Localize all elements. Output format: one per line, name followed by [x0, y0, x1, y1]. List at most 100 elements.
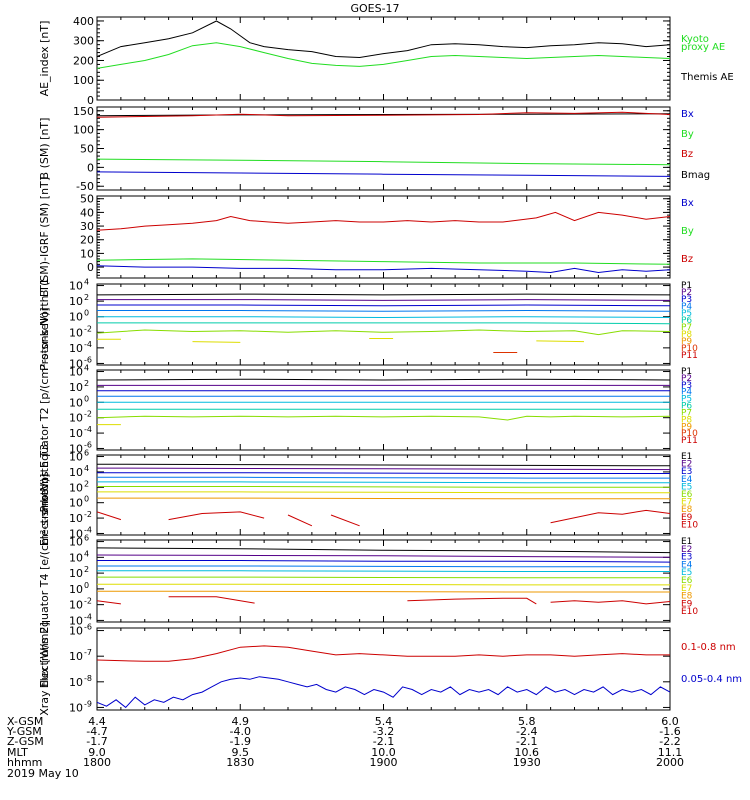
- series-themis-ae: [97, 20, 670, 59]
- x-row-label: Y-GSM: [6, 725, 42, 738]
- x-tick-label: -2.2: [659, 735, 680, 748]
- y-tick-label: 10: [69, 536, 83, 549]
- y-tick-label: 50: [80, 193, 94, 206]
- panel-frame: [96, 627, 671, 711]
- y-tick-label: 10: [69, 396, 83, 409]
- y-tick-label: 300: [73, 35, 94, 48]
- legend-entry: P8: [681, 330, 692, 340]
- y-axis-label: AE_index [nT]: [38, 21, 51, 97]
- y-tick-label: 10: [69, 280, 83, 293]
- series-kyoto-proxy-ae: [97, 42, 670, 69]
- y-tick-label: 10: [69, 295, 83, 308]
- y-tick-label-exponent: -2: [84, 510, 92, 519]
- series-by: [97, 158, 670, 166]
- y-tick-label-exponent: 6: [84, 534, 89, 543]
- y-tick-label-exponent: 6: [84, 449, 89, 458]
- series-0-05-0-4-nm: [97, 676, 670, 709]
- legend-entry: P4: [681, 302, 692, 312]
- y-tick-label: 0: [87, 161, 94, 174]
- series-e9: [287, 514, 313, 527]
- x-tick-label: -4.0: [230, 725, 251, 738]
- legend-entry: Bz: [681, 254, 693, 265]
- y-tick-label-exponent: 0: [84, 309, 89, 318]
- series-e2: [97, 554, 670, 558]
- y-tick-label: 10: [69, 466, 83, 479]
- y-tick-label-exponent: 4: [84, 364, 89, 373]
- legend-entry: P3: [681, 295, 692, 305]
- series-p1: [97, 378, 670, 381]
- y-tick-label-exponent: 2: [84, 293, 89, 302]
- y-axis-label: Electrons North T3: [38, 444, 51, 546]
- legend-entry: E9: [681, 513, 693, 523]
- y-tick-label: 10: [69, 427, 83, 440]
- y-tick-label: 10: [69, 311, 83, 324]
- legend-entry: P2: [681, 288, 692, 298]
- legend-entry: 0.1-0.8 nm: [681, 642, 736, 653]
- series-e3: [97, 472, 670, 474]
- series-p8: [192, 341, 241, 343]
- x-tick-label: 1900: [370, 756, 398, 769]
- legend-entry: P11: [681, 351, 698, 361]
- legend-entry: E6: [681, 490, 693, 500]
- y-tick-label-exponent: -4: [84, 340, 92, 349]
- legend-entry: P5: [681, 309, 692, 319]
- series-e9: [168, 511, 265, 521]
- legend-entry: P9: [681, 337, 692, 347]
- x-tick-label: 5.4: [375, 715, 393, 728]
- legend-entry: P10: [681, 429, 698, 439]
- series-e1: [97, 547, 670, 554]
- y-tick-label-exponent: -6: [84, 623, 92, 632]
- y-tick-label: 10: [69, 583, 83, 596]
- y-tick-label-exponent: 4: [84, 464, 89, 473]
- series-p7: [97, 329, 670, 336]
- panel-frame: [96, 539, 671, 623]
- y-axis-label: Electrons Equator T4 [e/(cm²-s-sr-keV)]: [38, 474, 51, 689]
- y-tick-label-exponent: -2: [84, 597, 92, 606]
- series-p1: [97, 293, 670, 296]
- x-tick-label: 2000: [656, 756, 684, 769]
- y-tick-label-exponent: 4: [84, 549, 89, 558]
- y-axis-label: Protons North T1: [38, 278, 51, 371]
- legend-entry: Themis AE: [680, 72, 734, 83]
- y-tick-label: 0: [87, 261, 94, 274]
- series-e8: [97, 497, 670, 500]
- series-by: [97, 258, 670, 265]
- legend-entry: proxy AE: [681, 42, 725, 53]
- y-tick-label-exponent: -6: [84, 355, 92, 364]
- y-tick-label: 10: [69, 614, 83, 627]
- legend-entry: E1: [681, 452, 692, 462]
- series-p3: [97, 304, 670, 307]
- x-axis-labels: X-GSM 4.4 4.9 5.4 5.8 6.0Y-GSM -4.7 -4.0 -3.2 -2.…: [6, 715, 684, 780]
- x-tick-label: 11.1: [658, 746, 683, 759]
- y-tick-label: 10: [69, 342, 83, 355]
- legend-entry: E10: [681, 520, 698, 530]
- panel-frame: [96, 369, 671, 451]
- x-row-label: Z-GSM: [7, 735, 44, 748]
- y-tick-label-exponent: -4: [84, 425, 92, 434]
- y-tick-label: 10: [69, 527, 83, 540]
- panel-frame: [96, 454, 671, 536]
- x-tick-label: -1.7: [86, 735, 107, 748]
- panel-frame: [96, 16, 671, 101]
- y-tick-label-exponent: -4: [84, 525, 92, 534]
- legend-entry: P2: [681, 374, 692, 384]
- series-e6: [97, 576, 670, 579]
- y-tick-label: 10: [69, 412, 83, 425]
- y-tick-label: 10: [80, 247, 94, 260]
- legend-entry: E7: [681, 498, 692, 508]
- legend-entry: Bmag: [681, 170, 710, 181]
- x-tick-label: -2.4: [516, 725, 537, 738]
- panel-frame: [96, 106, 671, 191]
- legend-entry: P1: [681, 281, 692, 291]
- x-row-label: MLT: [7, 746, 28, 759]
- legend-entry: P8: [681, 415, 692, 425]
- legend-entry: P7: [681, 323, 692, 333]
- y-tick-label-exponent: -2: [84, 410, 92, 419]
- legend-entry: E5: [681, 482, 692, 492]
- y-tick-label: 20: [80, 234, 94, 247]
- legend-entry: E10: [681, 607, 698, 617]
